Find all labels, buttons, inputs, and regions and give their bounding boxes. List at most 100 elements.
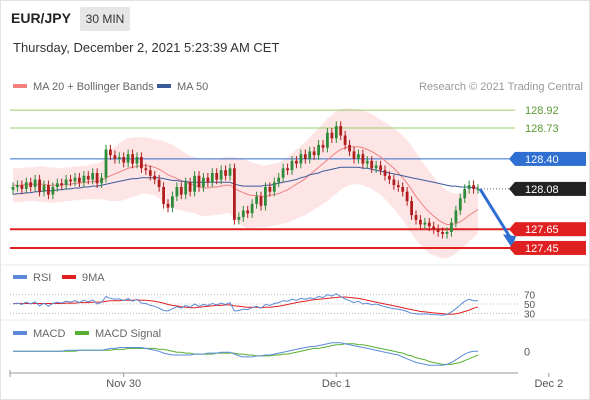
legend-label-rsi: RSI	[33, 272, 51, 284]
candle-body	[441, 232, 444, 234]
legend-swatch-rsi-ma	[62, 275, 76, 279]
candle-body	[219, 170, 223, 180]
candle-body	[463, 188, 467, 199]
candle-body	[157, 179, 161, 187]
chart-datetime: Thursday, December 2, 2021 5:23:39 AM CE…	[13, 40, 280, 55]
legend-swatch-rsi	[13, 275, 27, 279]
projection-arrow	[478, 188, 512, 239]
candle-body	[122, 157, 126, 163]
candle-body	[264, 187, 267, 206]
candle-body	[202, 177, 205, 188]
candle-body	[11, 187, 15, 190]
candle-body	[405, 191, 409, 202]
candle-body	[317, 144, 320, 156]
candle-body	[281, 168, 285, 178]
legend-label-macd: MACD	[33, 328, 65, 340]
candle-body	[224, 170, 227, 176]
candle-body	[113, 155, 117, 159]
candle-body	[379, 165, 382, 171]
candle-body	[104, 149, 108, 178]
pivot-label: 128.40	[525, 154, 559, 166]
resistance-label: 128.73	[525, 123, 559, 135]
candle-body	[16, 185, 19, 188]
top-bar: EUR/JPY 30 MIN	[0, 0, 590, 36]
candle-body	[148, 170, 152, 176]
candle-body	[197, 175, 201, 187]
legend-swatch-ma50	[157, 84, 171, 88]
candle-body	[69, 179, 72, 182]
support-label: 127.45	[525, 243, 559, 255]
candle-body	[303, 154, 307, 159]
candle-body	[95, 173, 99, 184]
candle-body	[352, 151, 356, 159]
candle-body	[82, 175, 86, 183]
macd-tick-label: 0	[524, 346, 530, 358]
candle-body	[140, 157, 143, 169]
candle-body	[299, 154, 303, 164]
support-label: 127.65	[525, 224, 559, 236]
candle-body	[286, 168, 289, 171]
candle-body	[312, 151, 316, 156]
last-label: 128.08	[525, 184, 559, 196]
candle-body	[64, 179, 68, 186]
candle-body	[255, 196, 258, 204]
candle-body	[184, 182, 188, 195]
legend-label-ma20: MA 20 + Bollinger Bands	[33, 81, 154, 93]
candle-body	[153, 175, 157, 180]
last-label-box	[515, 181, 586, 196]
rsi-ma-line	[13, 296, 479, 315]
candle-body	[47, 185, 50, 195]
candle-body	[365, 160, 369, 164]
candle-body	[467, 185, 471, 189]
candle-body	[401, 187, 405, 192]
candle-body	[135, 157, 139, 164]
macd-signal-line	[13, 343, 479, 365]
timeframe-button[interactable]: 30 MIN	[80, 7, 130, 31]
legend-label-rsi-ma: 9MA	[82, 272, 105, 284]
resistance-label: 128.92	[525, 105, 559, 117]
candle-body	[427, 222, 431, 227]
support-label-pointer	[509, 240, 515, 255]
legend-swatch-macd-signal	[75, 331, 89, 335]
candle-body	[472, 185, 475, 189]
candle-body	[458, 198, 462, 211]
candle-body	[91, 173, 95, 180]
candle-body	[419, 219, 422, 225]
candle-body	[410, 201, 413, 216]
candle-body	[259, 196, 263, 206]
rsi-tick-label: 30	[524, 309, 536, 320]
support-label-box	[515, 240, 586, 255]
candle-body	[42, 185, 46, 192]
candle-body	[396, 185, 400, 188]
candle-body	[272, 182, 276, 192]
candle-body	[237, 217, 241, 220]
candle-body	[330, 132, 334, 139]
candle-body	[450, 222, 453, 232]
candle-body	[206, 177, 210, 183]
candle-body	[250, 203, 254, 214]
candle-body	[109, 149, 112, 156]
candle-body	[29, 182, 33, 187]
candle-body	[215, 173, 219, 180]
support-label-box	[515, 222, 586, 237]
candle-body	[454, 210, 458, 223]
candle-body	[55, 183, 59, 187]
candle-body	[436, 229, 440, 232]
candle-body	[78, 177, 81, 183]
candle-body	[175, 187, 179, 197]
candle-body	[86, 175, 90, 180]
candle-body	[171, 196, 174, 208]
candle-body	[246, 210, 250, 214]
candle-body	[210, 173, 214, 183]
candle-body	[290, 160, 294, 171]
research-credit: Research © 2021 Trading Central	[419, 81, 583, 93]
pivot-label-pointer	[509, 151, 515, 166]
candle-body	[233, 168, 236, 220]
ma50-line	[12, 166, 478, 195]
candle-body	[334, 126, 338, 139]
candle-body	[277, 177, 281, 183]
candle-body	[38, 179, 41, 192]
candle-body	[308, 151, 312, 159]
candle-body	[370, 160, 374, 169]
